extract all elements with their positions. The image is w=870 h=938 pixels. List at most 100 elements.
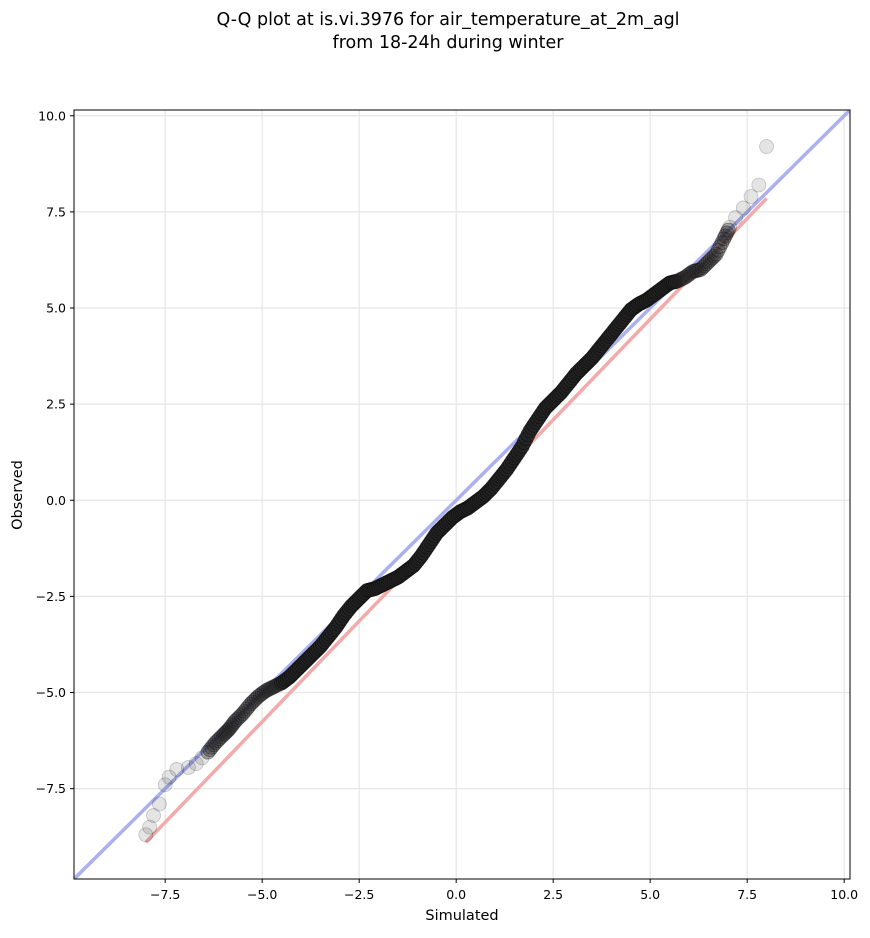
quantile-point bbox=[720, 222, 736, 238]
plot-frame bbox=[73, 109, 851, 880]
quantile-point bbox=[728, 210, 743, 226]
quantile-point bbox=[697, 258, 712, 274]
quantile-point bbox=[169, 762, 185, 777]
quantile-point bbox=[210, 733, 225, 748]
quantile-point bbox=[252, 687, 268, 703]
grid-lines bbox=[74, 110, 850, 879]
quantile-point bbox=[687, 263, 703, 279]
quantile-point bbox=[685, 264, 701, 279]
quantile-point bbox=[233, 708, 249, 723]
quantile-point bbox=[146, 808, 161, 823]
quantile-point bbox=[227, 713, 243, 729]
quantile-point bbox=[138, 827, 154, 843]
quantile-point bbox=[260, 682, 276, 698]
x-tick-label: −5.0 bbox=[247, 887, 277, 902]
quantile-points bbox=[138, 139, 774, 843]
quantile-point bbox=[235, 706, 251, 722]
quantile-point bbox=[719, 225, 735, 241]
quantile-point bbox=[161, 769, 177, 785]
quantile-point bbox=[231, 710, 247, 725]
x-tick-label: 2.5 bbox=[543, 887, 563, 902]
quantile-point bbox=[188, 756, 204, 772]
quantile-point bbox=[256, 684, 272, 700]
x-tick-label: 5.0 bbox=[640, 887, 660, 902]
quantile-point bbox=[717, 228, 733, 244]
y-tick-label: −7.5 bbox=[36, 781, 66, 796]
quantile-point bbox=[194, 750, 210, 766]
quantile-point bbox=[708, 246, 724, 262]
quantile-point bbox=[706, 248, 722, 264]
quantile-point bbox=[743, 189, 759, 204]
quantile-point bbox=[683, 265, 699, 281]
quantile-point bbox=[218, 724, 234, 740]
quantile-point bbox=[221, 721, 237, 737]
y-tick-label: 5.0 bbox=[46, 301, 66, 316]
quantile-point bbox=[751, 177, 767, 193]
chart-title-line-1: Q-Q plot at is.vi.3976 for air_temperatu… bbox=[216, 10, 679, 30]
quantile-point bbox=[677, 269, 693, 285]
quantile-point bbox=[693, 262, 709, 277]
y-tick-label: −2.5 bbox=[36, 589, 66, 604]
quantile-point bbox=[248, 690, 264, 706]
quantile-point bbox=[695, 260, 710, 276]
quantile-point bbox=[206, 737, 222, 753]
quantile-point bbox=[224, 717, 240, 733]
quantile-point bbox=[142, 819, 158, 835]
identity-line bbox=[74, 110, 850, 879]
quantile-point bbox=[202, 742, 218, 758]
quantile-point bbox=[223, 719, 239, 735]
quantile-point bbox=[681, 266, 697, 282]
quantile-point bbox=[262, 681, 278, 697]
x-tick-label: −2.5 bbox=[344, 887, 374, 902]
quantile-point bbox=[712, 239, 728, 254]
quantile-point bbox=[716, 231, 732, 247]
quantile-point bbox=[759, 139, 774, 154]
quantile-point bbox=[241, 699, 257, 714]
y-tick-label: 7.5 bbox=[46, 204, 66, 219]
y-tick-label: 10.0 bbox=[38, 108, 66, 123]
quantile-point bbox=[212, 731, 227, 747]
quantile-point bbox=[250, 688, 266, 704]
quantile-point bbox=[258, 683, 274, 698]
y-axis-label: Observed bbox=[10, 460, 26, 530]
y-tick-label: 2.5 bbox=[46, 397, 66, 412]
quantile-point bbox=[714, 235, 730, 251]
quantile-point bbox=[669, 273, 685, 289]
quantile-point bbox=[214, 729, 229, 745]
quantile-point bbox=[220, 723, 236, 738]
quantile-point bbox=[702, 252, 718, 268]
quantile-point bbox=[675, 270, 691, 286]
quantile-point bbox=[181, 760, 196, 775]
x-tick-label: 0.0 bbox=[446, 887, 466, 902]
x-tick-label: −7.5 bbox=[150, 887, 180, 902]
quantile-point bbox=[671, 272, 687, 288]
quantile-point bbox=[151, 796, 167, 812]
axis-ticks: −7.5 −5.0 −2.5 0.0 2.5 5.0 7.5 10.0 −7.5 −5.0 −2.5… bbox=[36, 108, 858, 902]
quantile-point bbox=[704, 250, 720, 266]
quantile-point bbox=[668, 274, 683, 289]
quantile-point bbox=[208, 735, 224, 750]
quantile-point bbox=[215, 727, 231, 743]
plot-contents bbox=[74, 110, 850, 879]
quantile-point bbox=[722, 219, 738, 235]
x-axis-label: Simulated bbox=[425, 908, 498, 924]
quantile-point bbox=[735, 200, 751, 216]
quantile-point bbox=[200, 744, 216, 760]
quantile-point bbox=[689, 263, 705, 278]
quantile-point bbox=[239, 701, 255, 717]
quantile-point bbox=[229, 712, 245, 727]
y-tick-label: 0.0 bbox=[46, 493, 66, 508]
x-tick-label: 10.0 bbox=[830, 887, 858, 902]
quantile-point bbox=[254, 686, 270, 701]
x-tick-label: 7.5 bbox=[737, 887, 757, 902]
quantile-point bbox=[710, 242, 726, 258]
quantile-point bbox=[204, 739, 220, 755]
quantile-point bbox=[245, 694, 260, 710]
chart-title-line-2: from 18-24h during winter bbox=[333, 33, 565, 53]
quantile-point bbox=[237, 703, 253, 719]
quantile-point bbox=[699, 256, 714, 272]
quantile-point bbox=[247, 692, 262, 708]
quantile-point bbox=[679, 268, 695, 284]
